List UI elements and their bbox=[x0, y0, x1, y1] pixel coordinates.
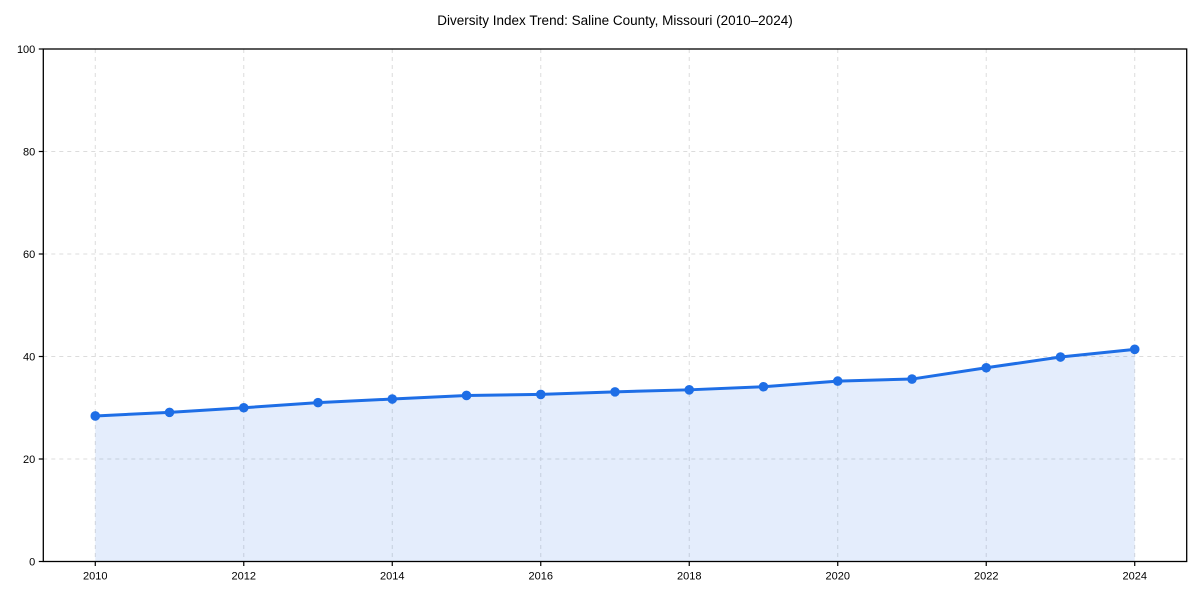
data-point-2016 bbox=[535, 389, 546, 400]
data-point-2015 bbox=[461, 390, 472, 401]
y-tick-label: 40 bbox=[23, 351, 35, 363]
x-tick-label: 2024 bbox=[1122, 571, 1146, 583]
x-tick-label: 2016 bbox=[529, 571, 553, 583]
chart-title: Diversity Index Trend: Saline County, Mi… bbox=[437, 13, 793, 28]
data-point-2011 bbox=[164, 407, 175, 418]
area-fill bbox=[95, 349, 1135, 562]
data-point-2022 bbox=[981, 362, 992, 373]
y-tick-label: 60 bbox=[23, 249, 35, 261]
x-tick-label: 2012 bbox=[232, 571, 256, 583]
x-tick-label: 2014 bbox=[380, 571, 404, 583]
x-tick-label: 2018 bbox=[677, 571, 701, 583]
data-point-2013 bbox=[313, 397, 323, 408]
y-tick-label: 0 bbox=[29, 556, 35, 568]
data-point-2018 bbox=[684, 385, 695, 395]
y-tick-label: 20 bbox=[23, 454, 35, 466]
plot-border bbox=[42, 48, 1188, 563]
data-point-2014 bbox=[387, 394, 398, 404]
x-tick-label: 2020 bbox=[825, 571, 849, 583]
data-point-2021 bbox=[907, 374, 917, 384]
data-point-2019 bbox=[758, 381, 769, 392]
data-point-2010 bbox=[90, 411, 101, 421]
y-tick-label: 80 bbox=[23, 146, 35, 158]
y-tick-label: 100 bbox=[17, 44, 35, 56]
data-point-2012 bbox=[238, 402, 249, 413]
data-point-2023 bbox=[1055, 352, 1066, 362]
data-point-2017 bbox=[610, 387, 620, 397]
data-point-2024 bbox=[1129, 344, 1140, 355]
x-tick-label: 2022 bbox=[974, 571, 998, 583]
x-tick-label: 2010 bbox=[83, 571, 107, 583]
data-point-2020 bbox=[832, 376, 843, 386]
